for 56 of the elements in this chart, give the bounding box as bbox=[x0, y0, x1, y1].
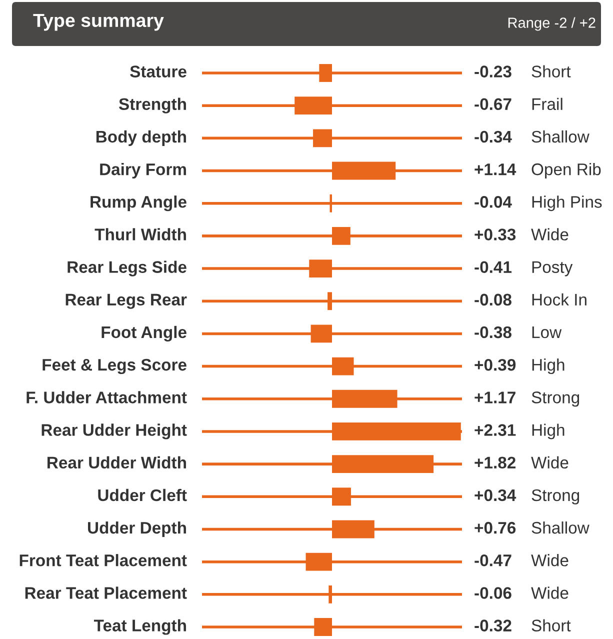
data-label: +0.34 bbox=[474, 489, 516, 502]
text: Shallow bbox=[532, 521, 590, 534]
y-tick-label: Rump Angle bbox=[90, 196, 186, 212]
data-label: -0.04 bbox=[474, 196, 512, 208]
y-tick-label: Teat Length bbox=[94, 619, 186, 635]
data-label: -0.06 bbox=[474, 587, 512, 599]
y-tick-label: Rear Teat Placement bbox=[25, 586, 187, 599]
text: Short bbox=[532, 619, 571, 632]
y-tick-label: Strength bbox=[118, 98, 186, 114]
data-label: +1.14 bbox=[474, 164, 516, 176]
text: Strong bbox=[532, 489, 580, 504]
text: Wide bbox=[531, 554, 568, 566]
text: Short bbox=[532, 65, 571, 78]
text: Shallow bbox=[532, 130, 590, 143]
data-label: -0.32 bbox=[474, 620, 512, 632]
y-tick-label: Body depth bbox=[96, 130, 186, 146]
data-label: -0.41 bbox=[474, 261, 512, 273]
text: Wide bbox=[531, 228, 568, 240]
text: Wide bbox=[531, 456, 568, 469]
text: Hock In bbox=[532, 293, 586, 306]
data-label: +1.17 bbox=[474, 392, 516, 404]
y-tick-label: Rear Legs Rear bbox=[66, 294, 187, 309]
y-tick-label: Rear Legs Side bbox=[68, 260, 186, 276]
y-tick-label: Udder Cleft bbox=[98, 488, 187, 502]
data-label: +2.31 bbox=[474, 424, 516, 436]
text: Posty bbox=[532, 261, 573, 276]
y-tick-label: Foot Angle bbox=[102, 326, 186, 342]
y-tick-label: Thurl Width bbox=[94, 228, 186, 240]
text: Frail bbox=[532, 98, 562, 110]
y-tick-label: Rear Udder Width bbox=[48, 456, 186, 469]
y-tick-label: Feet & Legs Score bbox=[42, 358, 186, 374]
y-tick-label: F. Udder Attachment bbox=[26, 391, 187, 404]
data-label: +1.82 bbox=[474, 456, 516, 469]
text: Low bbox=[532, 326, 562, 338]
y-tick-label: Front Teat Placement bbox=[20, 554, 187, 566]
y-tick-label: Dairy Form bbox=[100, 162, 186, 179]
data-label: -0.23 bbox=[474, 66, 512, 78]
text: Strong bbox=[532, 392, 580, 407]
text: Open Rib bbox=[532, 162, 601, 179]
text: High Pins bbox=[532, 196, 602, 212]
y-tick-label: Rear Udder Height bbox=[42, 424, 187, 440]
data-label: -0.38 bbox=[474, 326, 512, 338]
data-label: -0.34 bbox=[474, 130, 512, 143]
data-label: -0.47 bbox=[474, 554, 512, 566]
text: Range -2 / +2 bbox=[508, 17, 596, 31]
data-label: -0.08 bbox=[474, 294, 512, 306]
text: Wide bbox=[531, 586, 568, 599]
data-label: +0.39 bbox=[474, 358, 516, 371]
text: High bbox=[532, 358, 564, 374]
y-tick-label: Stature bbox=[130, 66, 186, 78]
text: High bbox=[532, 424, 564, 440]
y-tick-label: Udder Depth bbox=[88, 521, 186, 538]
chart-title: Type summary bbox=[33, 14, 164, 31]
data-label: +0.33 bbox=[474, 228, 516, 240]
data-label: +0.76 bbox=[474, 522, 516, 534]
data-label: -0.67 bbox=[474, 98, 512, 110]
